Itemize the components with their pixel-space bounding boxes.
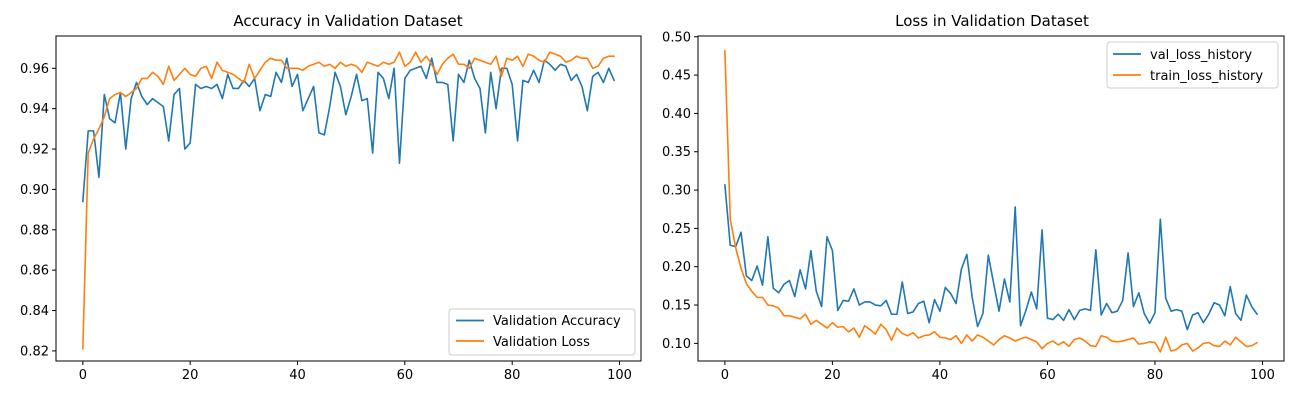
y-tick-label: 0.88 <box>20 223 49 238</box>
x-tick-label: 20 <box>182 368 199 383</box>
y-tick-label: 0.92 <box>20 143 49 158</box>
y-tick-label: 0.50 <box>662 30 691 45</box>
y-tick-label: 0.15 <box>662 299 691 314</box>
y-tick-label: 0.45 <box>662 69 691 84</box>
x-tick-label: 40 <box>932 368 949 383</box>
legend-label-validation-accuracy: Validation Accuracy <box>493 314 621 329</box>
y-tick-label: 0.82 <box>20 344 49 359</box>
x-tick-label: 100 <box>607 368 632 383</box>
legend: Validation Accuracy Validation Loss <box>448 308 636 356</box>
y-tick-label: 0.86 <box>20 264 49 279</box>
legend-label-val-loss-history: val_loss_history <box>1150 48 1252 63</box>
x-tick-label: 20 <box>824 368 841 383</box>
legend-box <box>1106 41 1279 89</box>
ticks-layer: 0 20 40 60 80 100 0.82 0.84 0.86 0.88 0.90 0.92 0.94… <box>20 62 632 383</box>
plot-frame <box>697 35 1285 362</box>
y-tick-label: 0.94 <box>20 102 49 117</box>
y-tick-label: 0.20 <box>662 260 691 275</box>
y-tick-label: 0.84 <box>20 304 49 319</box>
x-tick-label: 100 <box>1250 368 1275 383</box>
legend-label-train-loss-history: train_loss_history <box>1150 69 1263 84</box>
legend: val_loss_history train_loss_history <box>1106 41 1279 89</box>
x-tick-label: 0 <box>79 368 87 383</box>
series-line-validation-accuracy <box>82 57 615 203</box>
y-tick-label: 0.40 <box>662 107 691 122</box>
y-tick-label: 0.25 <box>662 222 691 237</box>
x-tick-label: 0 <box>721 368 729 383</box>
legend-label-validation-loss: Validation Loss <box>493 335 590 350</box>
loss-chart: Loss in Validation Dataset 0 20 40 60 80 1000… <box>662 12 1285 383</box>
series-line-validation-loss <box>82 51 615 350</box>
x-tick-label: 80 <box>504 368 521 383</box>
series-line-train-loss-history <box>724 49 1258 353</box>
legend-box <box>448 308 636 356</box>
x-tick-label: 40 <box>289 368 306 383</box>
series-line-val-loss-history <box>724 183 1258 331</box>
y-tick-label: 0.90 <box>20 183 49 198</box>
x-tick-label: 60 <box>1039 368 1056 383</box>
accuracy-chart: Accuracy in Validation Dataset 0 20 40 60 80… <box>20 12 642 383</box>
y-tick-label: 0.10 <box>662 337 691 352</box>
ticks-layer: 0 20 40 60 80 100 0.10 0.15 0.20 0.25 0.30 0.35 0.40… <box>662 30 1275 383</box>
x-tick-label: 80 <box>1147 368 1164 383</box>
series-layer <box>82 51 615 350</box>
plot-frame <box>55 35 642 362</box>
chart-title: Accuracy in Validation Dataset <box>233 12 462 30</box>
y-tick-label: 0.30 <box>662 184 691 199</box>
series-layer <box>724 49 1258 353</box>
y-tick-label: 0.96 <box>20 62 49 77</box>
y-tick-label: 0.35 <box>662 145 691 160</box>
chart-title: Loss in Validation Dataset <box>895 12 1089 30</box>
x-tick-label: 60 <box>397 368 414 383</box>
